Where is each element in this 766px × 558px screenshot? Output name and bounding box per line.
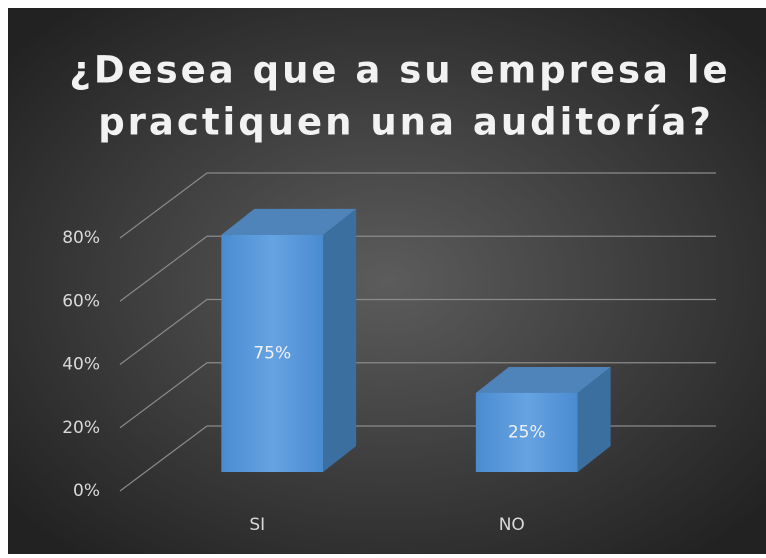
y-tick-label: 40% [62, 355, 100, 375]
bar [221, 234, 324, 472]
y-tick-label: 20% [62, 418, 100, 438]
chart-title: practiquen una auditoría? [98, 101, 714, 144]
data-label: 75% [253, 343, 291, 363]
y-tick-label: 80% [62, 228, 100, 248]
grid-line [119, 235, 716, 302]
x-tick-label: SI [249, 515, 265, 535]
grid-line [119, 362, 716, 429]
background [8, 8, 766, 554]
bar-top [475, 366, 611, 393]
chart-title: ¿Desea que a su empresa le [69, 49, 730, 92]
x-tick-label: NO [499, 515, 525, 535]
bar [475, 392, 578, 472]
grid-line [119, 298, 716, 365]
data-label: 25% [508, 422, 546, 442]
bar-side [577, 366, 611, 472]
grid-line [119, 172, 716, 239]
y-tick-label: 0% [73, 481, 100, 501]
bar-side [323, 208, 357, 472]
bar-top [221, 208, 357, 235]
y-tick-label: 60% [62, 291, 100, 311]
